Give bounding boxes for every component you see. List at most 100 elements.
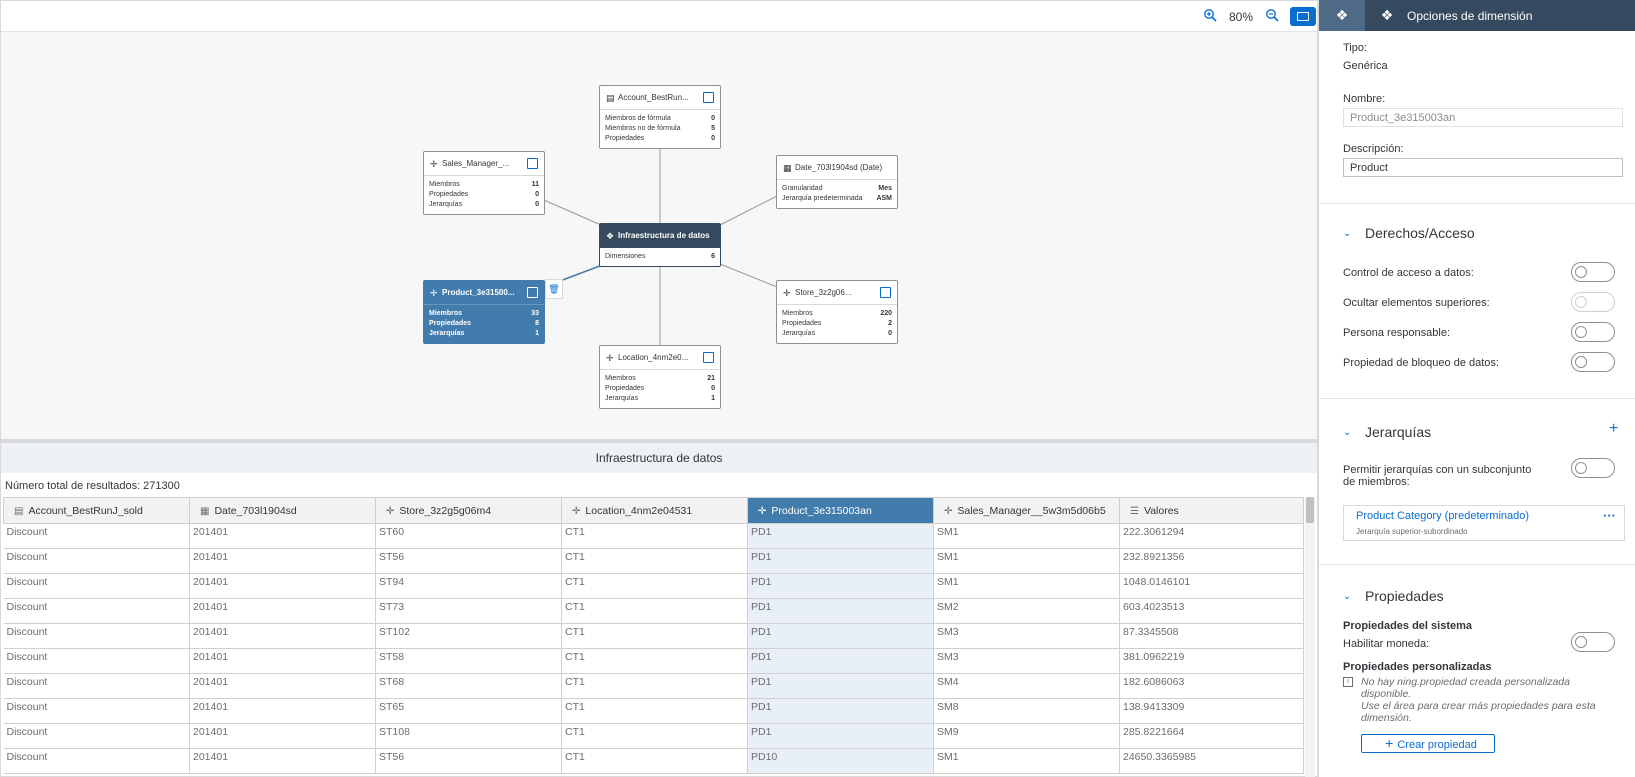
open-icon[interactable] [527,287,538,298]
open-icon[interactable] [880,287,891,298]
subset-hierarchy-switch[interactable] [1571,458,1615,478]
column-header[interactable]: ✛ Sales_Manager__5w3m5d06b5 [933,497,1120,524]
zoom-out-icon[interactable] [1263,8,1281,26]
table-cell[interactable]: ST73 [375,598,562,624]
table-cell[interactable]: 201401 [189,748,376,774]
table-cell[interactable]: SM3 [933,623,1120,649]
model-tab-icon[interactable]: ❖ [1319,0,1365,31]
table-row[interactable]: Discount 201401 ST68 CT1 PD1 SM4 182.6086063 [3,673,1304,699]
table-cell[interactable]: CT1 [561,623,748,649]
table-cell[interactable]: PD1 [747,523,934,549]
responsible-switch[interactable] [1571,322,1615,342]
table-cell[interactable]: 201401 [189,548,376,574]
section-derechos-title[interactable]: Derechos/Acceso [1365,225,1475,241]
table-row[interactable]: Discount 201401 ST56 CT1 PD10 SM1 24650.336598… [3,748,1304,774]
delete-icon[interactable]: 🗑 [545,279,563,299]
table-cell[interactable]: PD10 [747,748,934,774]
dimension-node-product[interactable]: ✛ Product_3e31500... Miembros 33 Propiedad… [423,280,545,344]
table-cell[interactable]: ST58 [375,648,562,674]
table-cell[interactable]: SM1 [933,573,1120,599]
add-hierarchy-icon[interactable]: + [1609,420,1619,437]
table-cell[interactable]: CT1 [561,548,748,574]
table-cell[interactable]: ST56 [375,748,562,774]
currency-switch[interactable] [1571,632,1615,652]
table-cell[interactable]: SM4 [933,673,1120,699]
table-row[interactable]: Discount 201401 ST94 CT1 PD1 SM1 1048.0146101 [3,573,1304,599]
table-cell[interactable]: ST65 [375,698,562,724]
table-cell[interactable]: CT1 [561,698,748,724]
table-cell[interactable]: ST68 [375,673,562,699]
table-row[interactable]: Discount 201401 ST58 CT1 PD1 SM3 381.0962219 [3,648,1304,674]
section-propiedades-title[interactable]: Propiedades [1365,588,1444,604]
dimension-node-store[interactable]: ✛ Store_3z2g06... Miembros 220 Propiedades… [776,280,898,344]
table-cell[interactable]: PD1 [747,648,934,674]
table-cell[interactable]: 201401 [189,523,376,549]
table-cell[interactable]: 24650.3365985 [1119,748,1304,774]
table-cell[interactable]: 285.8221664 [1119,723,1304,749]
hierarchy-name-link[interactable]: Product Category (predeterminado) [1356,510,1530,522]
column-header[interactable]: ☰ Valores [1119,497,1304,524]
table-cell[interactable]: CT1 [561,648,748,674]
table-cell[interactable]: 201401 [189,623,376,649]
table-cell[interactable]: PD1 [747,598,934,624]
table-cell[interactable]: PD1 [747,673,934,699]
table-cell[interactable]: SM1 [933,523,1120,549]
dimension-node-sales-manager[interactable]: ✛ Sales_Manager_... Miembros 11 Propiedade… [423,151,545,215]
table-cell[interactable]: 201401 [189,648,376,674]
table-cell[interactable]: PD1 [747,698,934,724]
chevron-down-icon[interactable]: ⌄ [1343,427,1352,438]
table-cell[interactable]: Discount [3,598,190,624]
table-cell[interactable]: Discount [3,548,190,574]
zoom-in-icon[interactable] [1201,8,1219,26]
table-cell[interactable]: CT1 [561,723,748,749]
table-cell[interactable]: Discount [3,723,190,749]
chevron-down-icon[interactable]: ⌄ [1343,228,1352,239]
table-cell[interactable]: 201401 [189,673,376,699]
open-icon[interactable] [703,92,714,103]
table-cell[interactable]: 138.9413309 [1119,698,1304,724]
table-cell[interactable]: 1048.0146101 [1119,573,1304,599]
table-cell[interactable]: Discount [3,673,190,699]
more-icon[interactable]: ··· [1603,508,1616,523]
table-cell[interactable]: CT1 [561,673,748,699]
table-cell[interactable]: ST108 [375,723,562,749]
table-cell[interactable]: PD1 [747,623,934,649]
table-cell[interactable]: ST60 [375,523,562,549]
access-control-switch[interactable] [1571,262,1615,282]
pane-splitter[interactable]: .... [1,438,1317,447]
diagram-canvas[interactable]: ▤ Account_BestRun... Miembros de fórmula 0… [1,32,1317,439]
table-cell[interactable]: SM1 [933,748,1120,774]
table-cell[interactable]: ST56 [375,548,562,574]
model-node-center[interactable]: ❖ Infraestructura de datos Dimensiones 6 [599,223,721,267]
table-cell[interactable]: 232.8921356 [1119,548,1304,574]
table-cell[interactable]: CT1 [561,573,748,599]
column-header[interactable]: ▦ Date_703l1904sd [189,497,376,524]
dimension-node-date[interactable]: ▦ Date_703l1904sd (Date) Granularidad Mes … [776,155,898,209]
table-cell[interactable]: ST102 [375,623,562,649]
table-cell[interactable]: Discount [3,698,190,724]
table-cell[interactable]: Discount [3,573,190,599]
column-header[interactable]: ✛ Store_3z2g5g06m4 [375,497,562,524]
table-cell[interactable]: 381.0962219 [1119,648,1304,674]
dimension-node-location[interactable]: ✛ Location_4nm2e0... Miembros 21 Propiedad… [599,345,721,409]
table-cell[interactable]: 201401 [189,698,376,724]
table-cell[interactable]: SM8 [933,698,1120,724]
table-row[interactable]: Discount 201401 ST65 CT1 PD1 SM8 138.9413309 [3,698,1304,724]
table-cell[interactable]: ST94 [375,573,562,599]
table-cell[interactable]: CT1 [561,598,748,624]
column-header[interactable]: ✛ Location_4nm2e04531 [561,497,748,524]
table-cell[interactable]: 201401 [189,598,376,624]
table-cell[interactable]: PD1 [747,573,934,599]
table-cell[interactable]: 222.3061294 [1119,523,1304,549]
chevron-down-icon[interactable]: ⌄ [1343,591,1352,602]
table-cell[interactable]: SM9 [933,723,1120,749]
table-cell[interactable]: 201401 [189,573,376,599]
data-locking-switch[interactable] [1571,352,1615,372]
panel-toggle-button[interactable] [1290,7,1316,26]
table-cell[interactable]: 201401 [189,723,376,749]
table-cell[interactable]: 87.3345508 [1119,623,1304,649]
column-header[interactable]: ▤ Account_BestRunJ_sold [3,497,190,524]
table-cell[interactable]: PD1 [747,548,934,574]
table-cell[interactable]: Discount [3,748,190,774]
table-row[interactable]: Discount 201401 ST108 CT1 PD1 SM9 285.8221664 [3,723,1304,749]
